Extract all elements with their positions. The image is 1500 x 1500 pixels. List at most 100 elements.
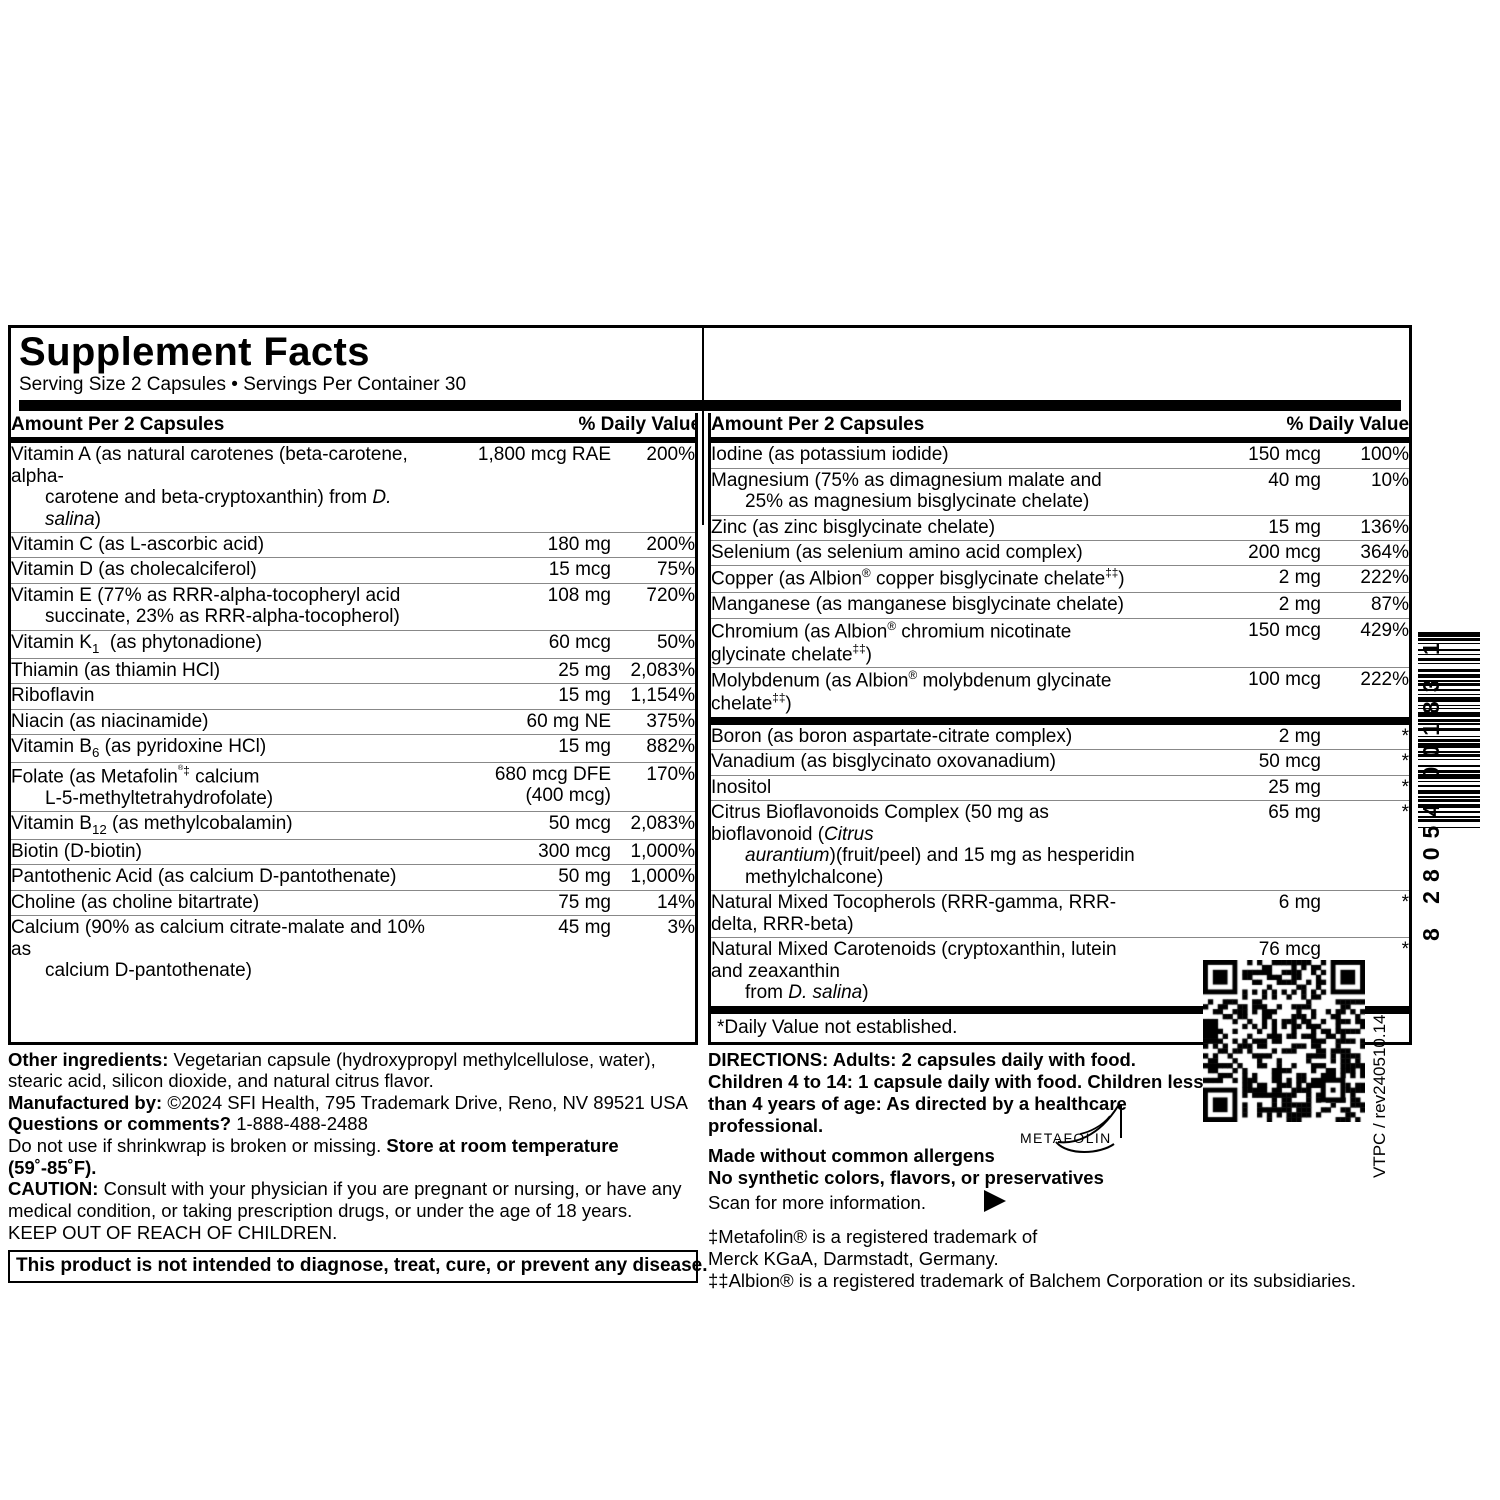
nutrient-name: Calcium (90% as calcium citrate-malate a…	[11, 915, 441, 984]
col-header-dv: % Daily Value	[578, 413, 702, 435]
nutrient-name: Vitamin B6 (as pyridoxine HCl)	[11, 734, 441, 763]
column-gap	[698, 412, 708, 1045]
qr-code-canvas[interactable]	[1203, 960, 1365, 1122]
albion-tm-line: ‡‡Albion® is a registered trademark of B…	[708, 1270, 1357, 1292]
nutrient-amount: 15 mg	[441, 734, 611, 763]
nutrient-name: Boron (as boron aspartate-citrate comple…	[711, 725, 1073, 747]
nutrient-rows-left: Vitamin A (as natural carotenes (beta-ca…	[11, 443, 695, 984]
nutrient-name: Pantothenic Acid (as calcium D-pantothen…	[11, 864, 441, 891]
nutrient-name: Zinc (as zinc bisglycinate chelate)	[711, 514, 1151, 541]
nutrient-daily-value: 364%	[1321, 539, 1409, 566]
nutrient-daily-value: 222%	[1321, 565, 1409, 593]
nutrient-daily-value: *	[1401, 725, 1409, 747]
nutrient-rows-right-group2: Boron (as boron aspartate-citrate comple…	[711, 725, 1409, 1006]
nutrient-daily-value: 429%	[1321, 617, 1409, 668]
nutrient-name: Thiamin (as thiamin HCl)	[11, 657, 441, 684]
nutrient-amount: 2 mg	[1151, 565, 1321, 593]
table-row: Copper (as Albion® copper bisglycinate c…	[711, 565, 1409, 593]
nutrient-name: Inositol	[711, 774, 1151, 801]
table-row: Zinc (as zinc bisglycinate chelate) 15 mg…	[711, 514, 1409, 541]
metafolin-swoosh-icon	[1055, 1105, 1122, 1153]
nutrient-daily-value: *	[1321, 774, 1409, 801]
nutrient-daily-value: 200%	[611, 531, 695, 558]
nutrient-amount: 100 mcg	[1151, 667, 1321, 717]
table-row: Riboflavin 15 mg 1,154%	[11, 683, 695, 710]
bottom-info-area: Other ingredients: Vegetarian capsule (h…	[8, 325, 1412, 1293]
nutrient-amount: 150 mcg	[1151, 617, 1321, 668]
metafolin-tm-line2: Merck KGaA, Darmstadt, Germany.	[708, 1248, 999, 1270]
nutrient-name: Choline (as choline bitartrate)	[11, 889, 441, 916]
other-ingredients-text: Vegetarian capsule (hydroxypropyl methyl…	[8, 1048, 656, 1092]
nutrient-daily-value: 375%	[611, 708, 695, 735]
directions-text: DIRECTIONS: Adults: 2 capsules daily wit…	[708, 1048, 1204, 1137]
nutrient-daily-value: 136%	[1321, 514, 1409, 541]
nutrient-daily-value: *	[1321, 749, 1409, 776]
play-triangle-icon	[983, 1189, 1006, 1212]
bottom-vertical-divider	[702, 325, 704, 525]
table-row: Natural Mixed Tocopherols (RRR-gamma, RR…	[711, 890, 1409, 938]
nutrient-name: Natural Mixed Carotenoids (cryptoxanthin…	[711, 937, 1151, 1006]
nutrient-name: Niacin (as niacinamide)	[11, 708, 441, 735]
table-row: Pantothenic Acid (as calcium D-pantothen…	[11, 864, 695, 891]
upc-barcode: 8 28054 00183 1	[1418, 632, 1490, 942]
table-row: Folate (as Metafolin®‡ calcium L-5-methyl…	[11, 761, 695, 812]
nutrient-daily-value: *	[1321, 800, 1409, 891]
nutrient-amount: 680 mcg DFE (400 mcg)	[441, 761, 611, 812]
nutrient-name: Natural Mixed Tocopherols (RRR-gamma, RR…	[711, 890, 1151, 938]
nutrient-amount: 200 mcg	[1151, 539, 1321, 566]
daily-value-footnote: *Daily Value not established.	[717, 1016, 958, 1038]
nutrient-name: Citrus Bioflavonoids Complex (50 mg as b…	[711, 800, 1151, 891]
no-synthetic-text: No synthetic colors, flavors, or preserv…	[708, 1167, 1104, 1189]
nutrient-amount: 45 mg	[441, 915, 611, 984]
nutrient-amount: 15 mg	[441, 683, 611, 710]
other-ingredients-paragraph: Other ingredients: Vegetarian capsule (h…	[8, 1049, 698, 1244]
revision-code-text: VTPC / rev240510.14	[1370, 1014, 1389, 1178]
table-row: Vitamin K1 (as phytonadione) 60 mcg 50%	[11, 629, 695, 659]
nutrient-daily-value: 3%	[611, 915, 695, 984]
storage-bold: Store at room temperature (59˚-85˚F).	[8, 1135, 619, 1178]
nutrient-name: Molybdenum (as Albion® molybdenum glycin…	[711, 667, 1151, 717]
nutrient-daily-value: 2,083%	[611, 811, 695, 840]
nutrient-amount: 25 mg	[441, 657, 611, 684]
nutrient-daily-value: 222%	[1321, 667, 1409, 717]
table-row: Manganese (as manganese bisglycinate che…	[711, 592, 1409, 619]
nutrient-name: Chromium (as Albion® chromium nicotinate…	[711, 617, 1151, 668]
barcode-digits: 8 28054 00183 1	[1418, 633, 1444, 941]
nutrient-amount: 60 mcg	[441, 629, 611, 659]
table-header-row-right: Amount Per 2 Capsules % Daily Value	[711, 413, 1409, 437]
page-title: Supplement Facts	[19, 330, 370, 374]
nutrient-daily-value: 170%	[611, 761, 695, 812]
nutrient-name: Riboflavin	[11, 683, 441, 710]
nutrient-amount: 6 mg	[1151, 890, 1321, 938]
nutrient-table-right: Amount Per 2 Capsules % Daily Value	[711, 413, 1409, 437]
nutrient-daily-value: 100%	[1360, 444, 1409, 466]
nutrient-name: Folate (as Metafolin®‡ calcium L-5-methyl…	[11, 761, 441, 812]
directions-block: DIRECTIONS: Adults: 2 capsules daily wit…	[708, 1048, 1356, 1293]
nutrient-amount: 150 mcg	[1248, 444, 1321, 466]
header-rule-right	[711, 437, 1409, 444]
fda-disclaimer-box: This product is not intended to diagnose…	[8, 1250, 708, 1284]
header-rule-left	[11, 437, 695, 444]
nutrient-daily-value: 2,083%	[611, 657, 695, 684]
table-row: Boron (as boron aspartate-citrate comple…	[711, 725, 1409, 750]
nutrient-amount: 2 mg	[1151, 592, 1321, 619]
nutrient-daily-value: 882%	[611, 734, 695, 763]
nutrient-name: Vitamin A (as natural carotenes (beta-ca…	[11, 444, 408, 530]
nutrient-name: Vitamin B12 (as methylcobalamin)	[11, 811, 441, 840]
nutrient-name: Vitamin K1 (as phytonadione)	[11, 629, 441, 659]
allergens-text: Made without common allergens	[708, 1145, 995, 1167]
table-row: Thiamin (as thiamin HCl) 25 mg 2,083%	[11, 657, 695, 684]
nutrient-amount: 180 mg	[441, 531, 611, 558]
qr-code[interactable]	[1203, 960, 1365, 1122]
table-row: Chromium (as Albion® chromium nicotinate…	[711, 617, 1409, 668]
col-header-dv-right: % Daily Value	[1286, 413, 1410, 435]
nutrient-daily-value: 1,000%	[611, 864, 695, 891]
nutrient-rows-right-group1: Iodine (as potassium iodide) 150 mcg 100% M…	[711, 443, 1409, 717]
nutrient-amount: 2 mg	[1278, 725, 1321, 747]
table-row: Vitamin B6 (as pyridoxine HCl) 15 mg 882%	[11, 734, 695, 763]
nutrient-columns: Amount Per 2 Capsules % Daily Value Vita…	[8, 412, 1412, 1045]
nutrient-amount: 75 mg	[441, 889, 611, 916]
table-header-row: Amount Per 2 Capsules % Daily Value	[11, 413, 701, 437]
table-row: Vanadium (as bisglycinato oxovanadium) 50…	[711, 749, 1409, 776]
